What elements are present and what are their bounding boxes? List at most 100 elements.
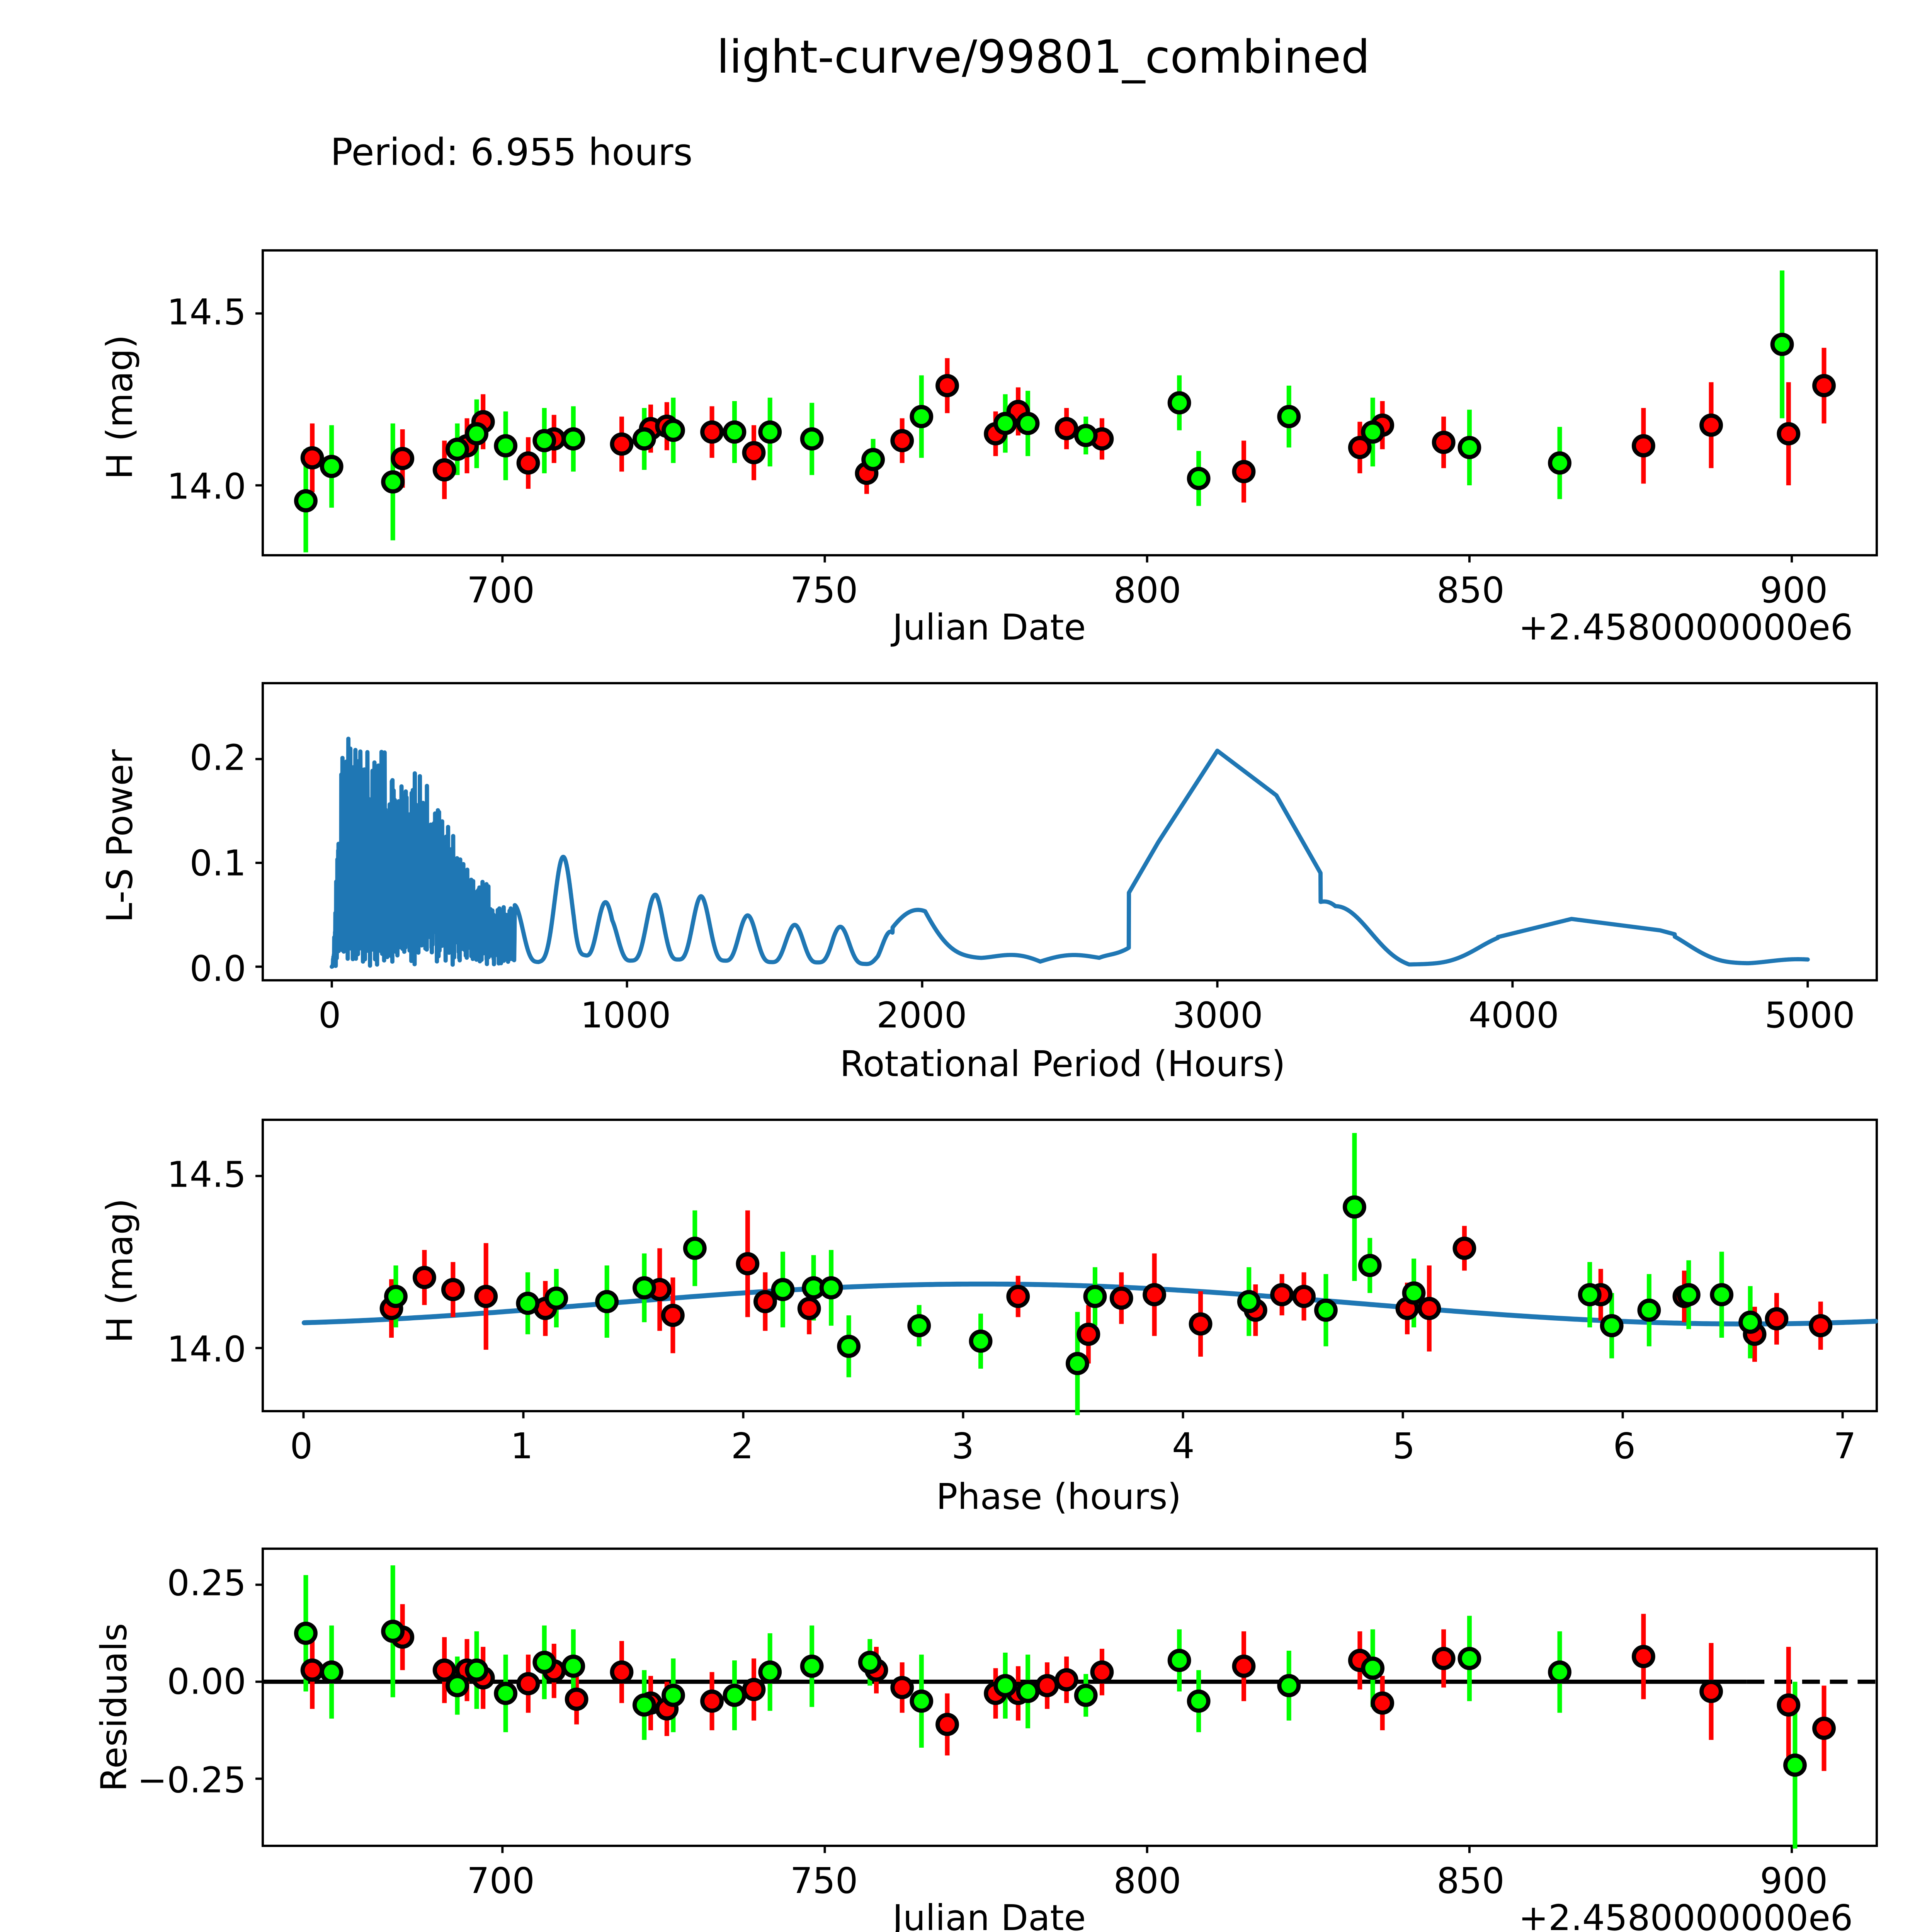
data-point-marker [1548,1660,1571,1684]
data-point-marker [771,1278,795,1301]
data-point-marker [532,429,556,452]
x-tick-label: 1000 [580,995,671,1036]
data-point-marker [1006,1285,1030,1308]
data-point-marker [632,427,656,451]
x-tick-label: 850 [1437,1860,1505,1901]
data-point-marker [465,1658,488,1682]
data-point-marker [1361,1656,1385,1680]
x-tick-label: 700 [467,570,535,611]
data-point-marker [465,422,488,446]
data-point-marker [300,446,324,469]
data-point-marker [1035,1674,1059,1697]
data-point-marker [381,1619,405,1643]
data-point-marker [1432,430,1456,454]
x-tick-label: 6 [1613,1425,1636,1467]
data-point-marker [837,1335,861,1358]
data-point-marker [1090,1660,1114,1684]
data-point-marker [910,1689,934,1713]
x-tick-label: 800 [1113,1860,1182,1901]
data-point-marker [632,1693,656,1717]
y-tick-label: −0.25 [137,1759,246,1801]
panel1-x-axis-label: Julian Date [892,607,1086,648]
data-point-marker [1452,1236,1476,1260]
data-point-marker [683,1236,707,1260]
y-tick-label: 0.2 [189,737,246,779]
data-point-marker [1187,467,1211,490]
data-point-marker [494,1682,518,1705]
panel2-y-axis-label: L-S Power [99,749,141,923]
panel1-x-offset-label: +2.4580000000e6 [1519,607,1853,648]
data-point-marker [595,1290,619,1313]
panel-periodogram [255,682,1878,988]
x-tick-label: 1 [510,1425,533,1467]
data-point-marker [1812,1716,1836,1740]
y-tick-label: 0.1 [189,842,246,884]
data-point-marker [1765,1307,1789,1331]
data-point-marker [1016,412,1040,435]
data-point-marker [1458,1647,1481,1670]
data-point-marker [1738,1310,1762,1334]
data-point-marker [1770,333,1794,356]
data-point-marker [474,1285,498,1308]
x-tick-label: 750 [790,1860,858,1901]
y-tick-label: 14.5 [167,291,246,333]
data-point-marker [446,437,469,461]
data-point-marker [516,451,540,475]
data-point-marker [993,412,1017,435]
data-point-marker [1809,1314,1833,1337]
data-point-marker [1699,413,1723,437]
data-point-marker [700,1689,724,1713]
data-point-marker [561,427,585,451]
x-tick-label: 5 [1392,1425,1415,1467]
data-point-marker [1432,1647,1456,1670]
x-tick-label: 850 [1437,570,1505,611]
data-point-marker [662,418,685,442]
data-point-marker [1371,1691,1395,1715]
data-point-marker [610,432,634,456]
data-point-marker [1548,451,1571,475]
data-point-marker [661,1304,685,1327]
data-point-marker [1074,423,1098,447]
data-point-marker [736,1252,760,1276]
data-point-marker [1677,1283,1701,1306]
panel-residuals [255,1548,1878,1853]
data-point-marker [1167,1649,1191,1672]
x-tick-label: 7 [1833,1425,1856,1467]
data-point-marker [1777,422,1801,446]
panel4-x-offset-label: +2.4580000000e6 [1519,1897,1853,1932]
data-point-marker [1167,391,1191,415]
period-annotation: Period: 6.955 hours [330,131,693,174]
panel-light-curve [255,249,1878,563]
data-point-marker [532,1651,556,1674]
data-point-marker [391,447,415,470]
data-point-marker [1054,417,1078,440]
data-point-marker [516,1672,540,1696]
x-tick-label: 0 [290,1425,313,1467]
periodogram-trace [330,736,1810,969]
data-point-marker [1083,1285,1107,1308]
x-tick-label: 900 [1760,570,1828,611]
panel2-x-axis-label: Rotational Period (Hours) [840,1043,1286,1085]
data-point-marker [320,1660,344,1684]
data-point-marker [432,1658,456,1682]
data-point-marker [1342,1195,1366,1219]
y-tick-label: 0.0 [189,948,246,990]
data-point-marker [544,1286,568,1310]
data-point-marker [446,1674,469,1697]
y-tick-label: 0.00 [167,1661,246,1702]
data-point-marker [1812,374,1836,398]
data-point-marker [1361,420,1385,444]
data-point-marker [861,448,885,471]
data-point-marker [1358,1253,1382,1277]
data-point-marker [1143,1283,1166,1306]
data-point-marker [1600,1314,1624,1337]
data-point-marker [1314,1298,1338,1322]
data-series-group [294,270,1836,553]
data-point-marker [1277,405,1301,429]
data-point-marker [565,1687,588,1711]
data-point-marker [1187,1689,1211,1713]
data-point-marker [516,1291,540,1315]
y-tick-label: 0.25 [167,1562,246,1604]
x-tick-label: 750 [790,570,858,611]
data-point-marker [890,429,914,452]
